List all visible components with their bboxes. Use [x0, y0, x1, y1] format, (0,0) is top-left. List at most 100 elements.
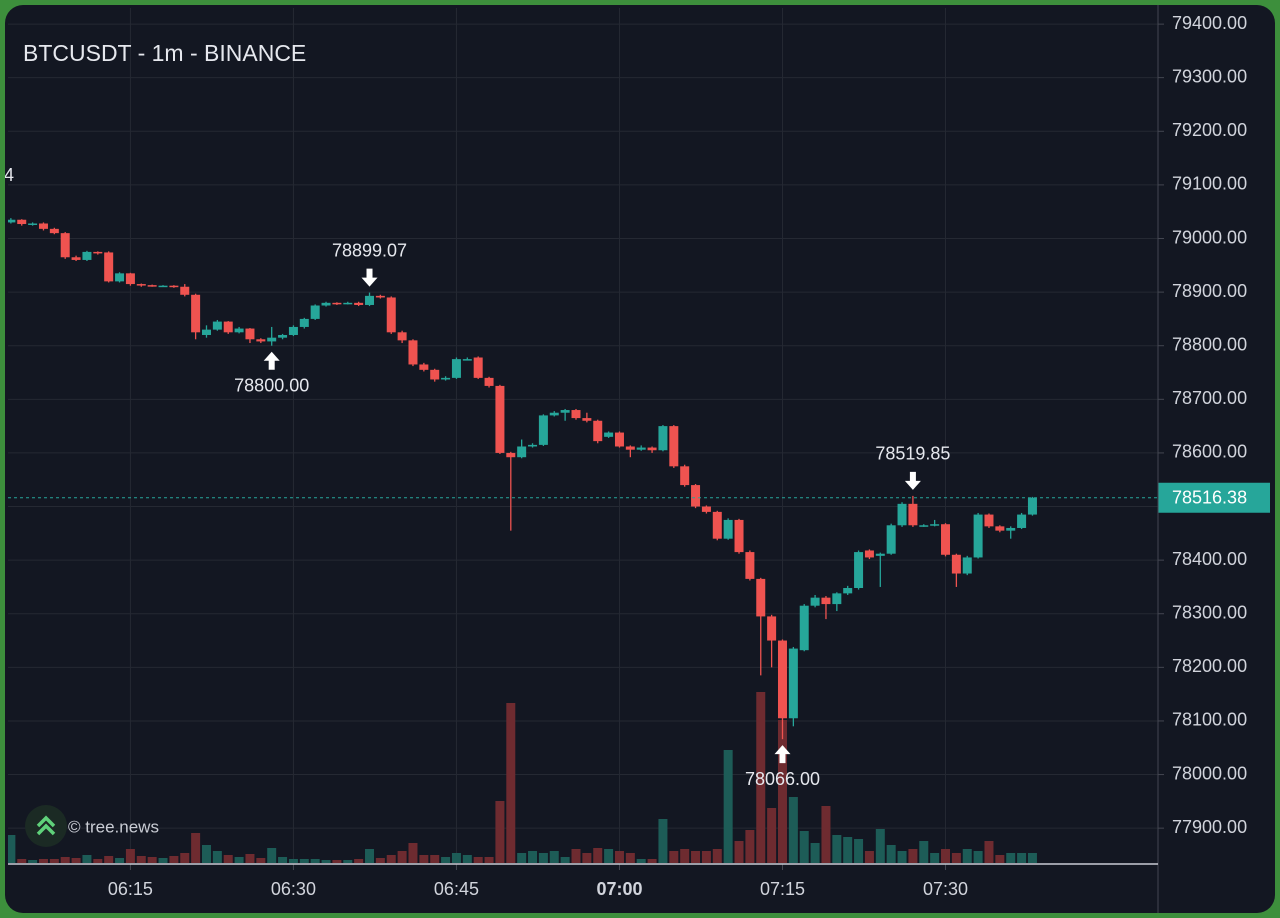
- volume-bar: [147, 857, 157, 863]
- volume-bar: [886, 845, 896, 863]
- x-tick-label: 06:45: [434, 879, 479, 899]
- candle-body: [223, 321, 233, 333]
- y-tick-label: 78800.00: [1172, 334, 1247, 354]
- candle-body: [201, 329, 211, 335]
- candle-body: [147, 285, 157, 287]
- candle-body: [680, 466, 690, 486]
- candle-body: [756, 578, 766, 617]
- volume-bar: [1027, 853, 1037, 863]
- last-price-box: [1158, 482, 1270, 513]
- volume-bar: [745, 830, 755, 863]
- candle-body: [506, 452, 516, 458]
- candle-body: [669, 426, 679, 467]
- x-tick-label: 06:15: [108, 879, 153, 899]
- clipped-label: 94: [5, 165, 14, 185]
- candle-body: [397, 332, 407, 341]
- grid: [8, 8, 1158, 863]
- volume-bar: [473, 857, 483, 863]
- candle-body: [777, 640, 787, 719]
- volume-bar: [278, 857, 288, 863]
- overlay: 79400.00 79300.00 79200.00 79100.00 79000.00…: [8, 13, 1270, 899]
- chart-title: BTCUSDT - 1m - BINANCE: [23, 40, 306, 66]
- candle-body: [886, 525, 896, 554]
- candle-body: [267, 337, 277, 342]
- y-tick-label: 78000.00: [1172, 763, 1247, 783]
- volume-bar: [191, 833, 201, 863]
- candle-body: [788, 648, 798, 719]
- volume-pane: [8, 692, 1037, 863]
- candle-body: [180, 286, 190, 295]
- chart-panel: 79400.00 79300.00 79200.00 79100.00 79000.00…: [5, 5, 1275, 913]
- volume-bar: [234, 857, 244, 863]
- watermark-logo: [25, 805, 67, 847]
- volume-bar: [321, 860, 331, 863]
- candle-body: [919, 525, 929, 527]
- candle-body: [82, 251, 92, 260]
- candle-body: [897, 503, 907, 526]
- volume-bar: [593, 848, 603, 863]
- candle-body: [430, 369, 440, 380]
- volume-bar: [941, 849, 951, 863]
- volume-bar: [397, 851, 407, 863]
- volume-bar: [299, 859, 309, 863]
- candle-body: [810, 597, 820, 606]
- volume-bar: [212, 851, 222, 863]
- volume-bar: [408, 843, 418, 863]
- chart: 79400.00 79300.00 79200.00 79100.00 79000.00…: [5, 5, 1270, 913]
- volume-bar: [506, 703, 516, 863]
- volume-bar: [495, 801, 505, 863]
- volume-bar: [897, 851, 907, 863]
- volume-bar: [158, 858, 168, 863]
- candle-body: [212, 321, 222, 330]
- candle-body: [93, 251, 103, 254]
- volume-bar: [1006, 853, 1016, 863]
- volume-bar: [810, 843, 820, 863]
- volume-bar: [712, 849, 722, 863]
- y-tick-label: 78400.00: [1172, 549, 1247, 569]
- candle-body: [473, 357, 483, 378]
- volume-bar: [680, 849, 690, 863]
- candle-body: [299, 318, 309, 327]
- candle-body: [234, 328, 244, 333]
- candle-body: [734, 519, 744, 553]
- volume-bar: [930, 853, 940, 863]
- candle-body: [854, 552, 864, 589]
- candle-body: [136, 284, 146, 286]
- volume-bar: [843, 837, 853, 863]
- volume-bar: [104, 856, 114, 863]
- volume-bar: [832, 835, 842, 863]
- candle-body: [104, 252, 114, 282]
- volume-bar: [647, 859, 657, 863]
- volume-bar: [343, 860, 353, 863]
- y-tick-label: 78900.00: [1172, 281, 1247, 301]
- candle-body: [712, 511, 722, 539]
- x-tick-label: 06:30: [271, 879, 316, 899]
- volume-bar: [419, 855, 429, 863]
- annotation-label: 78899.07: [332, 240, 407, 260]
- volume-bar: [864, 851, 874, 863]
- candle-body: [441, 377, 451, 380]
- candle-body: [365, 295, 375, 305]
- candle-body: [419, 364, 429, 370]
- candle-body: [71, 257, 81, 260]
- candle-body: [528, 444, 538, 447]
- candle-body: [821, 597, 831, 605]
- candle-body: [604, 432, 614, 437]
- annotation-arrow: [774, 745, 791, 764]
- volume-bar: [604, 849, 614, 863]
- candle-body: [17, 219, 27, 225]
- candle-body: [484, 377, 494, 386]
- volume-bar: [223, 855, 233, 863]
- candle-body: [125, 273, 135, 285]
- candle-body: [354, 302, 364, 305]
- candle-body: [375, 295, 385, 298]
- volume-bar: [528, 851, 538, 863]
- volume-bar: [28, 860, 38, 863]
- candle-body: [158, 285, 168, 288]
- volume-bar: [973, 851, 983, 863]
- y-tick-label: 77900.00: [1172, 817, 1247, 837]
- y-tick-label: 79000.00: [1172, 227, 1247, 247]
- y-tick-label: 78600.00: [1172, 442, 1247, 462]
- candle-body: [310, 305, 320, 319]
- annotation-arrow: [263, 351, 280, 370]
